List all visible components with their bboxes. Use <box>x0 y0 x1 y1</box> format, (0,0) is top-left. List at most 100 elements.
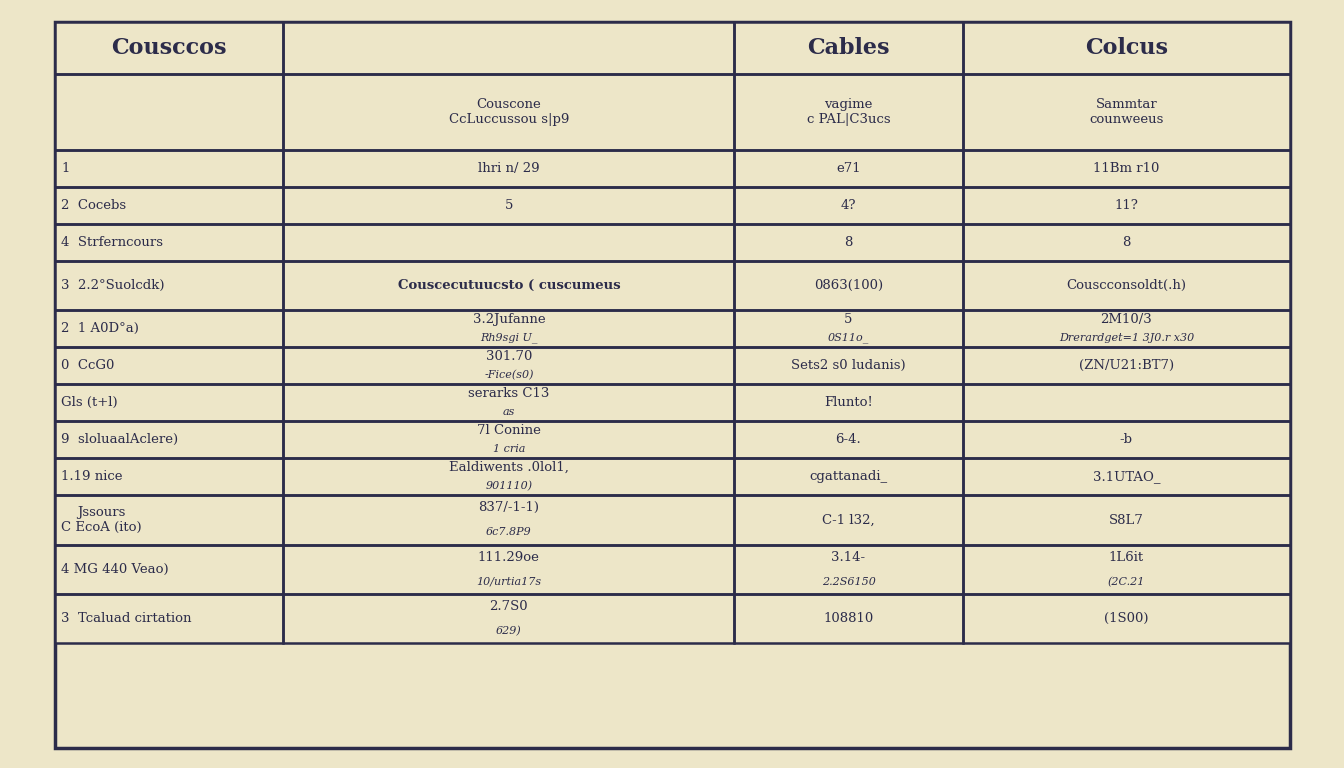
Bar <box>55 261 284 310</box>
Text: Drerardget=1 3J0.r x30: Drerardget=1 3J0.r x30 <box>1059 333 1193 343</box>
Bar <box>734 347 962 384</box>
Bar <box>284 261 734 310</box>
Bar <box>55 347 284 384</box>
Bar <box>962 422 1290 458</box>
Bar <box>962 187 1290 223</box>
Bar <box>734 594 962 644</box>
Bar <box>284 223 734 261</box>
Bar <box>962 261 1290 310</box>
Bar <box>962 594 1290 644</box>
Text: 108810: 108810 <box>824 612 874 625</box>
Bar <box>284 261 734 310</box>
Bar <box>55 223 284 261</box>
Bar <box>284 310 734 347</box>
Bar <box>962 384 1290 422</box>
Bar <box>55 310 284 347</box>
Text: 2.7S0: 2.7S0 <box>489 600 528 613</box>
Bar <box>284 22 734 74</box>
Text: (1S00): (1S00) <box>1105 612 1149 625</box>
Bar <box>962 22 1290 74</box>
Bar <box>284 384 734 422</box>
Bar <box>962 310 1290 347</box>
Bar <box>962 347 1290 384</box>
Text: 2M10/3: 2M10/3 <box>1101 313 1152 326</box>
Bar <box>962 545 1290 594</box>
Text: 9  sloluaalAclere): 9 sloluaalAclere) <box>60 433 179 446</box>
Text: 4  Strferncours: 4 Strferncours <box>60 236 163 249</box>
Text: as: as <box>503 407 515 417</box>
Bar <box>55 22 284 74</box>
Text: Couscconsoldt(.h): Couscconsoldt(.h) <box>1066 279 1187 292</box>
Bar <box>55 545 284 594</box>
Bar <box>962 74 1290 150</box>
Text: serarks C13: serarks C13 <box>468 387 550 400</box>
Bar <box>284 495 734 545</box>
Text: 4 MG 440 Veao): 4 MG 440 Veao) <box>60 563 168 576</box>
Bar <box>55 187 284 223</box>
Text: lhri n/ 29: lhri n/ 29 <box>478 162 540 175</box>
Bar <box>284 310 734 347</box>
Bar <box>55 150 284 187</box>
Text: e71: e71 <box>836 162 860 175</box>
Bar <box>734 422 962 458</box>
Text: 8: 8 <box>844 236 852 249</box>
Text: 0  CcG0: 0 CcG0 <box>60 359 114 372</box>
Bar <box>55 594 284 644</box>
Bar <box>55 223 284 261</box>
Bar <box>734 545 962 594</box>
Bar <box>734 74 962 150</box>
Bar <box>734 187 962 223</box>
Bar <box>962 22 1290 74</box>
Text: Couscone
CcLuccussou s|p9: Couscone CcLuccussou s|p9 <box>449 98 569 126</box>
Text: 111.29oe: 111.29oe <box>478 551 540 564</box>
Bar <box>284 422 734 458</box>
Text: -b: -b <box>1120 433 1133 446</box>
Bar <box>284 347 734 384</box>
Text: 1 cria: 1 cria <box>493 444 526 454</box>
Text: (ZN/U21:BT7): (ZN/U21:BT7) <box>1079 359 1173 372</box>
Bar <box>962 545 1290 594</box>
Bar <box>284 594 734 644</box>
Bar <box>284 187 734 223</box>
Text: 837/-1-1): 837/-1-1) <box>478 502 539 515</box>
Bar <box>55 261 284 310</box>
Bar <box>55 74 284 150</box>
Bar <box>962 347 1290 384</box>
Bar <box>962 422 1290 458</box>
Text: 4?: 4? <box>841 199 856 212</box>
Text: 6-4.: 6-4. <box>836 433 862 446</box>
Bar <box>962 495 1290 545</box>
Text: Ealdiwents .0lol1,: Ealdiwents .0lol1, <box>449 461 569 474</box>
Bar <box>962 223 1290 261</box>
Bar <box>55 594 284 644</box>
Bar <box>734 187 962 223</box>
Bar <box>734 310 962 347</box>
Bar <box>55 495 284 545</box>
Bar <box>284 495 734 545</box>
Bar <box>55 422 284 458</box>
Bar <box>734 74 962 150</box>
Bar <box>284 22 734 74</box>
Bar <box>734 150 962 187</box>
Bar <box>55 347 284 384</box>
Text: 2.2S6150: 2.2S6150 <box>821 577 875 587</box>
Text: Colcus: Colcus <box>1085 37 1168 59</box>
Text: 8: 8 <box>1122 236 1130 249</box>
Bar <box>55 545 284 594</box>
Bar <box>962 150 1290 187</box>
Bar <box>734 594 962 644</box>
Text: 1.19 nice: 1.19 nice <box>60 470 122 483</box>
Text: 7l Conine: 7l Conine <box>477 424 540 437</box>
Bar <box>962 495 1290 545</box>
Text: C-1 l32,: C-1 l32, <box>823 514 875 527</box>
Bar <box>962 261 1290 310</box>
Text: 901110): 901110) <box>485 481 532 492</box>
Bar <box>284 458 734 495</box>
Bar <box>55 384 284 422</box>
Bar <box>962 594 1290 644</box>
Text: 3  2.2°Suolcdk): 3 2.2°Suolcdk) <box>60 279 164 292</box>
Text: Cousccos: Cousccos <box>112 37 227 59</box>
Bar <box>734 22 962 74</box>
Bar <box>284 384 734 422</box>
Bar <box>734 150 962 187</box>
